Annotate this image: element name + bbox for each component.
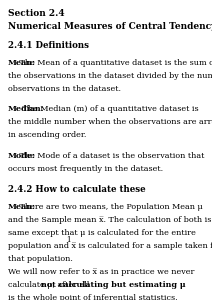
Text: 2.4.1 Definitions: 2.4.1 Definitions [8,41,89,50]
Text: Mode:: Mode: [8,152,36,160]
Text: Median:: Median: [8,106,45,113]
Text: in ascending order.: in ascending order. [8,131,86,139]
Text: same except that μ is calculated for the entire: same except that μ is calculated for the… [8,229,196,237]
Text: and the Sample mean x̅. The calculation of both is the: and the Sample mean x̅. The calculation … [8,216,212,224]
Text: is the whole point of inferential statistics.: is the whole point of inferential statis… [8,294,178,300]
Text: The Mean of a quantitative dataset is the sum of: The Mean of a quantitative dataset is th… [17,59,212,67]
Text: the observations in the dataset divided by the number of: the observations in the dataset divided … [8,72,212,80]
Text: The Mode of a dataset is the observation that: The Mode of a dataset is the observation… [17,152,204,160]
Text: occurs most frequently in the dataset.: occurs most frequently in the dataset. [8,165,163,173]
Text: Numerical Measures of Central Tendency: Numerical Measures of Central Tendency [8,22,212,31]
Text: There are two means, the Population Mean μ: There are two means, the Population Mean… [17,203,203,211]
Text: Mean:: Mean: [8,59,36,67]
Text: the middle number when the observations are arranged: the middle number when the observations … [8,118,212,126]
Text: calculate μ, after all: calculate μ, after all [8,281,92,289]
Text: The Median (m) of a quantitative dataset is: The Median (m) of a quantitative dataset… [20,106,198,113]
Text: that population.: that population. [8,255,73,263]
Text: Section 2.4: Section 2.4 [8,9,65,18]
Text: observations in the dataset.: observations in the dataset. [8,85,121,93]
Text: We will now refer to x̅ as in practice we never: We will now refer to x̅ as in practice w… [8,268,194,276]
Text: population and x̅ is calculated for a sample taken from: population and x̅ is calculated for a sa… [8,242,212,250]
Text: not calculating but estimating μ: not calculating but estimating μ [41,281,185,289]
Text: 1: 1 [66,236,71,244]
Text: Mean:: Mean: [8,203,36,211]
Text: 2.4.2 How to calculate these: 2.4.2 How to calculate these [8,185,146,194]
